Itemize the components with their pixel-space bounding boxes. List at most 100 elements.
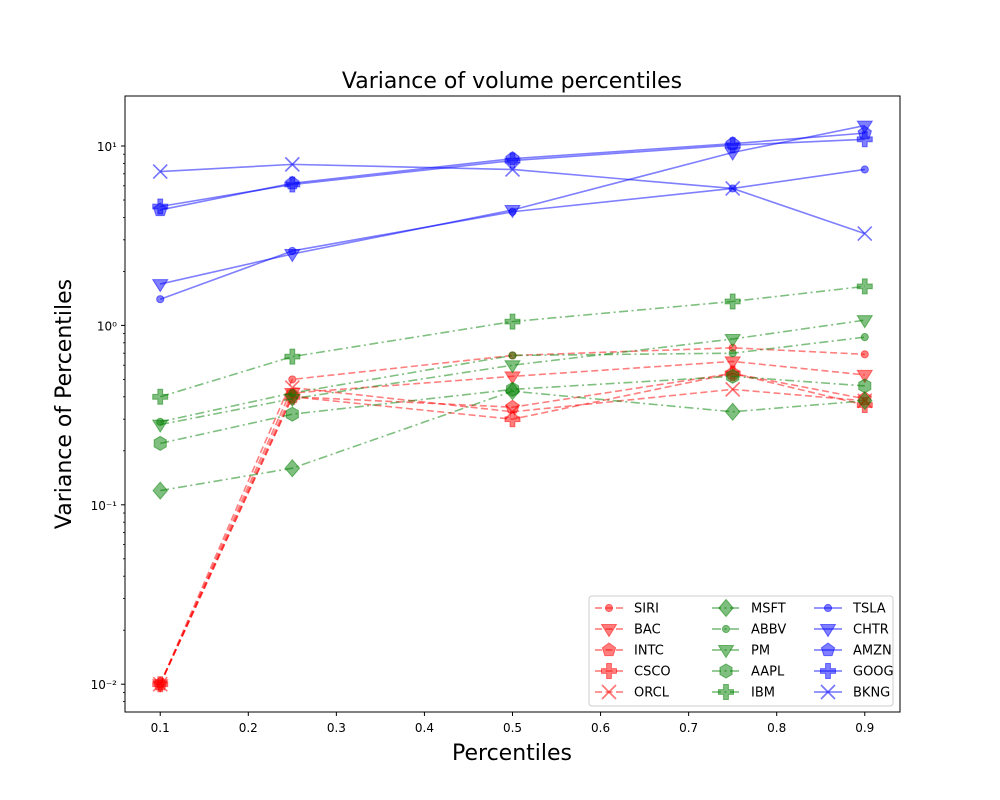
data-point-ibm [284,348,301,365]
legend-label: BKNG [853,686,890,701]
data-point-chtr [151,279,169,293]
data-point-bkng [152,164,168,180]
legend-marker [601,684,617,700]
series-tsla [156,165,869,304]
series-amzn [152,125,873,217]
legend-label: IBM [751,686,775,701]
legend-frame [588,595,894,707]
series-orcl [152,380,873,692]
data-point-ibm [152,388,169,405]
y-tick-label: 10⁻² [91,678,118,692]
x-tick-label: 0.1 [151,721,170,735]
legend-label: SIRI [634,602,659,617]
series-line-goog [160,138,865,208]
legend-entry-bkng: BKNG [814,684,890,701]
data-point-msft [724,402,741,422]
x-tick-label: 0.3 [327,721,346,735]
legend-entry-abbv: ABBV [712,623,786,638]
data-point-abbv [860,333,869,342]
legend-marker [823,603,833,613]
y-tick-label: 10¹ [97,140,117,154]
chart-title: Variance of volume percentiles [342,69,682,94]
y-axis-label: Variance of Percentiles [52,279,77,529]
x-tick-label: 0.2 [239,721,258,735]
data-point-bac [856,369,874,384]
legend-entry-ibm: IBM [712,684,775,701]
legend-marker [718,598,734,618]
legend-entry-pm: PM [712,644,770,659]
data-point-aapl [285,406,299,422]
series-line-siri [159,347,865,685]
legend-entry-orcl: ORCL [595,684,670,701]
series-ibm [152,278,873,405]
legend-label: PM [751,644,770,659]
data-point-csco [504,411,521,428]
data-point-goog [856,131,873,148]
legend-marker [820,663,836,679]
data-point-bkng [725,180,741,197]
data-point-pm [151,419,169,434]
series-aapl [153,368,872,451]
legend-entry-intc: INTC [595,642,664,659]
data-point-ibm [724,293,741,310]
plot-area [151,120,874,693]
x-tick-label: 0.5 [503,721,522,735]
data-point-orcl [725,381,741,397]
legend-marker [719,663,733,679]
data-point-aapl [153,435,167,451]
series-line-bkng [160,163,866,235]
data-point-abbv [728,349,737,358]
legend-marker [718,684,734,700]
legend-entry-aapl: AAPL [712,663,785,680]
legend-entry-bac: BAC [595,623,661,638]
data-point-pm [283,393,301,408]
data-point-abbv [508,351,517,360]
data-point-orcl [152,676,168,692]
data-point-chtr [504,204,521,219]
legend-marker [819,624,837,638]
legend-label: CSCO [634,665,671,680]
data-point-bkng [284,156,300,172]
legend-label: MSFT [751,602,786,617]
y-axis: 10⁻² 10⁻¹ 10⁰ 10¹ [91,140,125,702]
data-point-pm [504,360,521,374]
legend-label: ORCL [634,686,670,701]
legend-label: TSLA [852,602,886,617]
series-line-aapl [160,375,865,445]
x-tick-label: 0.8 [767,721,786,735]
data-point-ibm [856,278,873,295]
data-point-msft [856,391,873,411]
data-point-chtr [283,249,301,263]
data-point-pm [724,333,742,348]
legend-marker [600,624,618,638]
legend-marker [820,684,836,700]
data-point-siri [288,375,297,384]
data-point-siri [860,350,869,359]
series-chtr [151,120,874,293]
legend-label: INTC [634,644,664,659]
x-axis-label: Percentiles [452,741,572,766]
legend-label: AMZN [853,644,892,659]
legend-marker [717,645,735,659]
x-tick-label: 0.4 [415,721,434,735]
legend-marker [601,642,617,657]
legend-label: CHTR [853,623,889,638]
series-bkng [152,156,873,242]
data-point-tsla [156,295,165,304]
legend-entry-csco: CSCO [595,663,671,680]
data-point-aapl [726,368,740,384]
data-point-goog [284,176,301,193]
x-tick-label: 0.6 [591,721,610,735]
legend-entry-goog: GOOG [814,663,894,680]
legend-entry-amzn: AMZN [814,642,892,659]
series-siri [156,343,869,689]
legend-marker [721,624,731,634]
data-point-aapl [858,378,872,394]
legend: SIRI BAC INTC CSCO ORCL MSFT ABBV PM AAPL IBM TSLA… [588,595,894,707]
legend-label: BAC [634,623,661,638]
data-point-pm [856,315,874,329]
legend-entry-siri: SIRI [595,602,659,617]
y-tick-label: 10⁻¹ [91,499,118,513]
legend-entry-tsla: TSLA [814,602,886,617]
